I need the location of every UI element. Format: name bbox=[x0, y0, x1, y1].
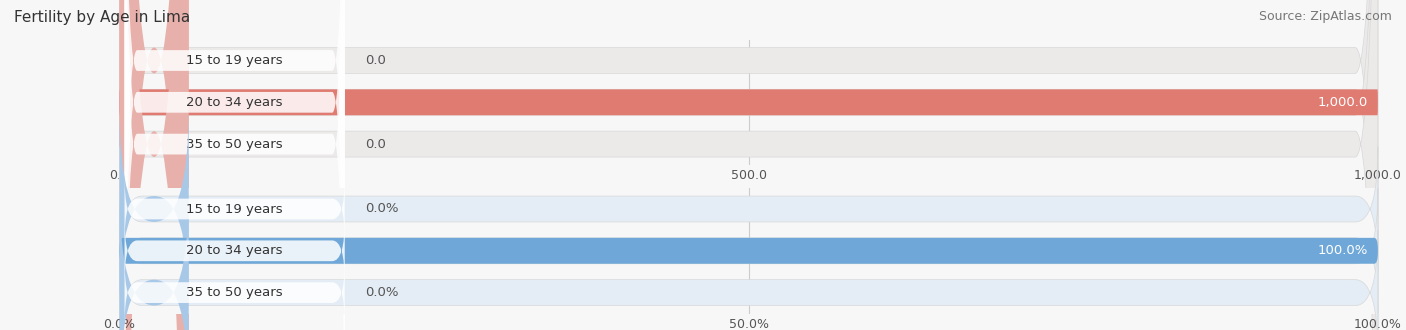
Text: 20 to 34 years: 20 to 34 years bbox=[187, 244, 283, 257]
FancyBboxPatch shape bbox=[120, 147, 1378, 271]
FancyBboxPatch shape bbox=[125, 261, 344, 324]
FancyBboxPatch shape bbox=[120, 89, 1378, 115]
FancyBboxPatch shape bbox=[120, 0, 188, 330]
FancyBboxPatch shape bbox=[120, 238, 1378, 264]
Text: 15 to 19 years: 15 to 19 years bbox=[187, 203, 283, 215]
FancyBboxPatch shape bbox=[120, 0, 1378, 330]
FancyBboxPatch shape bbox=[125, 0, 344, 330]
Text: 20 to 34 years: 20 to 34 years bbox=[187, 96, 283, 109]
FancyBboxPatch shape bbox=[120, 230, 1378, 330]
FancyBboxPatch shape bbox=[120, 191, 188, 330]
FancyBboxPatch shape bbox=[120, 107, 188, 311]
Text: 100.0%: 100.0% bbox=[1317, 244, 1368, 257]
FancyBboxPatch shape bbox=[125, 0, 344, 330]
Text: Source: ZipAtlas.com: Source: ZipAtlas.com bbox=[1258, 10, 1392, 23]
Text: 0.0: 0.0 bbox=[366, 54, 385, 67]
FancyBboxPatch shape bbox=[125, 0, 344, 330]
Text: Fertility by Age in Lima: Fertility by Age in Lima bbox=[14, 10, 190, 25]
FancyBboxPatch shape bbox=[120, 0, 188, 330]
Text: 15 to 19 years: 15 to 19 years bbox=[187, 54, 283, 67]
FancyBboxPatch shape bbox=[125, 219, 344, 282]
Text: 0.0: 0.0 bbox=[366, 138, 385, 150]
Text: 0.0%: 0.0% bbox=[366, 286, 398, 299]
FancyBboxPatch shape bbox=[120, 0, 1378, 330]
FancyBboxPatch shape bbox=[120, 188, 1378, 313]
FancyBboxPatch shape bbox=[125, 178, 344, 241]
Text: 35 to 50 years: 35 to 50 years bbox=[187, 286, 283, 299]
FancyBboxPatch shape bbox=[120, 0, 1378, 330]
Text: 1,000.0: 1,000.0 bbox=[1317, 96, 1368, 109]
Text: 0.0%: 0.0% bbox=[366, 203, 398, 215]
Text: 35 to 50 years: 35 to 50 years bbox=[187, 138, 283, 150]
